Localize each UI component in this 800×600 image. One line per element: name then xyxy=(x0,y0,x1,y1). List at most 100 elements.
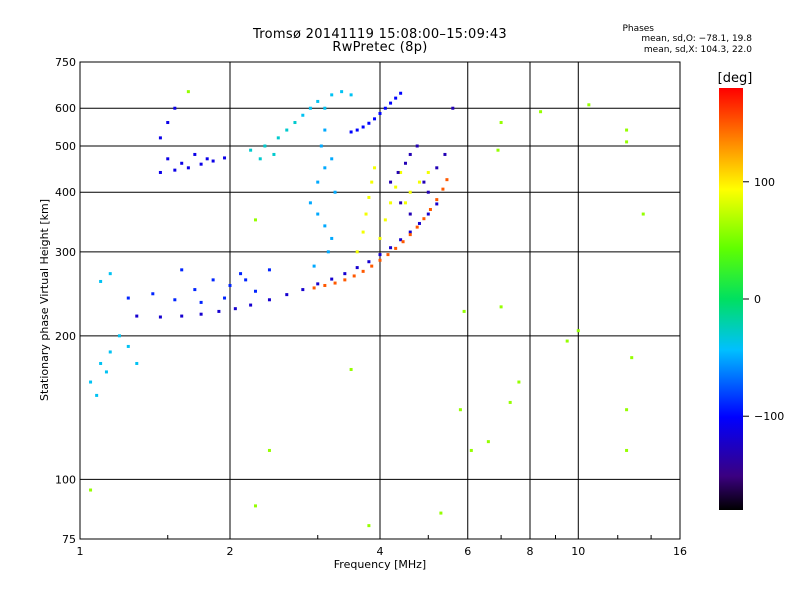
data-point xyxy=(443,152,447,156)
data-point xyxy=(308,201,312,205)
data-point xyxy=(383,218,387,222)
data-point xyxy=(158,315,162,319)
data-point xyxy=(99,279,103,283)
data-point xyxy=(193,152,197,156)
data-point xyxy=(223,296,227,300)
data-point xyxy=(389,201,393,205)
data-point xyxy=(625,448,629,452)
data-point xyxy=(415,144,419,148)
x-tick-label: 2 xyxy=(227,545,234,558)
colorbar-ticks: 100 0 −100 xyxy=(743,176,784,423)
colorbar xyxy=(719,88,743,510)
data-point xyxy=(435,166,439,170)
data-point xyxy=(343,278,347,282)
data-point xyxy=(389,101,393,105)
data-point xyxy=(352,274,356,278)
data-point xyxy=(343,272,347,276)
data-point xyxy=(276,136,280,140)
data-point xyxy=(126,296,130,300)
plot-frame xyxy=(79,61,681,540)
data-point xyxy=(211,159,215,163)
data-point xyxy=(267,448,271,452)
data-point xyxy=(135,314,139,318)
data-point xyxy=(316,212,320,216)
data-point xyxy=(361,230,365,234)
data-point xyxy=(394,185,398,189)
colorbar-tick-label: −100 xyxy=(754,410,784,423)
data-point xyxy=(394,96,398,100)
data-point xyxy=(166,121,170,125)
y-tick-label: 500 xyxy=(55,140,76,153)
data-point xyxy=(367,121,371,125)
data-point xyxy=(199,300,203,304)
y-tick-label: 100 xyxy=(55,473,76,486)
data-point xyxy=(95,393,99,397)
data-point xyxy=(285,128,289,132)
data-point xyxy=(323,283,327,287)
data-point xyxy=(389,180,393,184)
axis-ticks: 1 2 4 6 8 10 16 75 100 200 300 400 500 600 750 xyxy=(55,56,687,558)
data-point xyxy=(370,180,374,184)
phases-stat-x: mean, sd,X: 104.3, 22.0 xyxy=(643,45,752,55)
data-point xyxy=(349,93,353,97)
data-point xyxy=(508,400,512,404)
data-point xyxy=(89,488,93,492)
data-point xyxy=(186,90,190,94)
data-point xyxy=(426,170,430,174)
x-axis-label: Frequency [MHz] xyxy=(334,558,426,571)
data-point xyxy=(301,113,305,117)
phases-stat-o: mean, sd,O: −78.1, 19.8 xyxy=(641,34,752,44)
data-point xyxy=(193,288,197,292)
data-point xyxy=(462,309,466,313)
data-point xyxy=(323,106,327,110)
chart-title-line1: Tromsø 20141119 15:08:00–15:09:43 xyxy=(252,27,508,42)
data-point xyxy=(422,217,426,221)
data-point xyxy=(249,148,253,152)
data-point xyxy=(180,314,184,318)
data-point xyxy=(239,272,243,276)
data-point xyxy=(249,303,253,307)
data-point xyxy=(399,170,403,174)
data-point xyxy=(445,178,449,182)
x-tick-label: 4 xyxy=(377,545,384,558)
x-tick-label: 10 xyxy=(571,545,585,558)
data-point xyxy=(408,190,412,194)
data-point xyxy=(378,111,382,115)
data-point xyxy=(135,361,139,365)
data-point xyxy=(394,246,398,250)
chart-title-line2: RwPretec (8p) xyxy=(332,40,428,55)
data-point xyxy=(180,161,184,165)
y-tick-label: 400 xyxy=(55,186,76,199)
data-point xyxy=(641,212,645,216)
data-point xyxy=(451,106,455,110)
data-point xyxy=(117,334,121,338)
data-point xyxy=(576,329,580,333)
data-point xyxy=(499,121,503,125)
data-point xyxy=(211,278,215,282)
y-tick-label: 600 xyxy=(55,102,76,115)
data-point xyxy=(378,253,382,257)
data-point xyxy=(267,268,271,272)
y-tick-label: 300 xyxy=(55,246,76,259)
x-tick-label: 6 xyxy=(464,545,471,558)
data-point xyxy=(151,292,155,296)
data-point xyxy=(587,103,591,107)
data-point xyxy=(316,180,320,184)
data-point xyxy=(401,240,405,244)
data-point xyxy=(217,309,221,313)
data-point xyxy=(108,272,112,276)
data-point xyxy=(469,448,473,452)
data-point xyxy=(333,281,337,285)
data-point xyxy=(323,128,327,132)
x-tick-label: 8 xyxy=(527,545,534,558)
data-point xyxy=(367,260,371,264)
data-point xyxy=(285,293,289,297)
data-point xyxy=(361,269,365,273)
data-point xyxy=(373,166,377,170)
data-point xyxy=(180,268,184,272)
data-point xyxy=(308,106,312,110)
data-point xyxy=(316,282,320,286)
data-point xyxy=(499,305,503,309)
data-point xyxy=(272,152,276,156)
data-point xyxy=(301,288,305,292)
